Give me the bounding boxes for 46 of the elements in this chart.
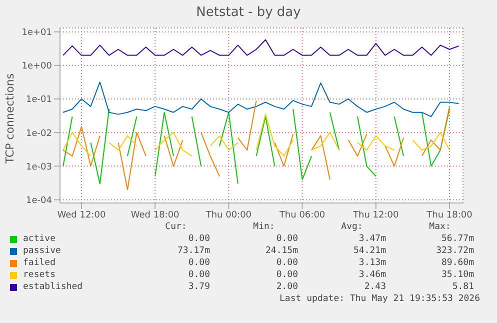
- x-tick-label: Thu 12:00: [352, 210, 400, 220]
- text: Max:: [428, 221, 452, 233]
- text: 35.10m: [440, 269, 475, 281]
- text: 5.81: [451, 281, 475, 293]
- x-tick-label: Thu 06:00: [278, 210, 326, 220]
- text: 3.46m: [358, 269, 387, 281]
- text: 0.00: [275, 257, 299, 269]
- y-tick-label: 1e+01: [22, 28, 52, 38]
- text: 73.17m: [176, 245, 211, 257]
- legend-label: established: [23, 281, 83, 293]
- legend-label: resets: [23, 269, 56, 281]
- line-series: [62, 82, 460, 118]
- text: 2.00: [275, 281, 299, 293]
- x-tick-label: Thu 00:00: [204, 210, 252, 220]
- legend-label: failed: [23, 257, 56, 269]
- text: Avg:: [340, 221, 364, 233]
- y-tick-label: 1e-01: [26, 95, 52, 106]
- text: 0.00: [275, 269, 299, 281]
- text: 3.79: [187, 281, 211, 293]
- text: 24.15m: [264, 245, 299, 257]
- legend-label: active: [23, 233, 56, 245]
- y-axis-title: TCP connections: [4, 72, 17, 164]
- text: 0.00: [187, 257, 211, 269]
- text: 54.21m: [352, 245, 387, 257]
- x-tick-label: Thu 18:00: [426, 210, 473, 220]
- text: 3.13m: [358, 257, 387, 269]
- y-tick-label: 1e-04: [26, 196, 52, 206]
- text: 323.72m: [435, 245, 475, 257]
- chart-title: Netstat - by day: [195, 5, 302, 20]
- text: 89.60m: [440, 257, 475, 269]
- y-tick-label: 1e+00: [22, 62, 52, 72]
- y-tick-label: 1e-03: [26, 162, 52, 172]
- text: Min:: [252, 221, 276, 233]
- text: 0.00: [187, 269, 211, 281]
- line-series: [62, 39, 460, 56]
- legend-label: passive: [23, 245, 61, 257]
- text: Last update: Thu May 21 19:35:53 2026: [278, 293, 481, 305]
- text: 56.77m: [440, 233, 475, 245]
- text: Cur:: [164, 221, 188, 233]
- text: 0.00: [187, 233, 211, 245]
- text: 3.47m: [358, 233, 387, 245]
- x-tick-label: Wed 12:00: [57, 210, 106, 220]
- x-tick-label: Wed 18:00: [130, 210, 180, 220]
- text: 0.00: [275, 233, 299, 245]
- text: 2.43: [363, 281, 387, 293]
- y-tick-label: 1e-02: [26, 128, 52, 139]
